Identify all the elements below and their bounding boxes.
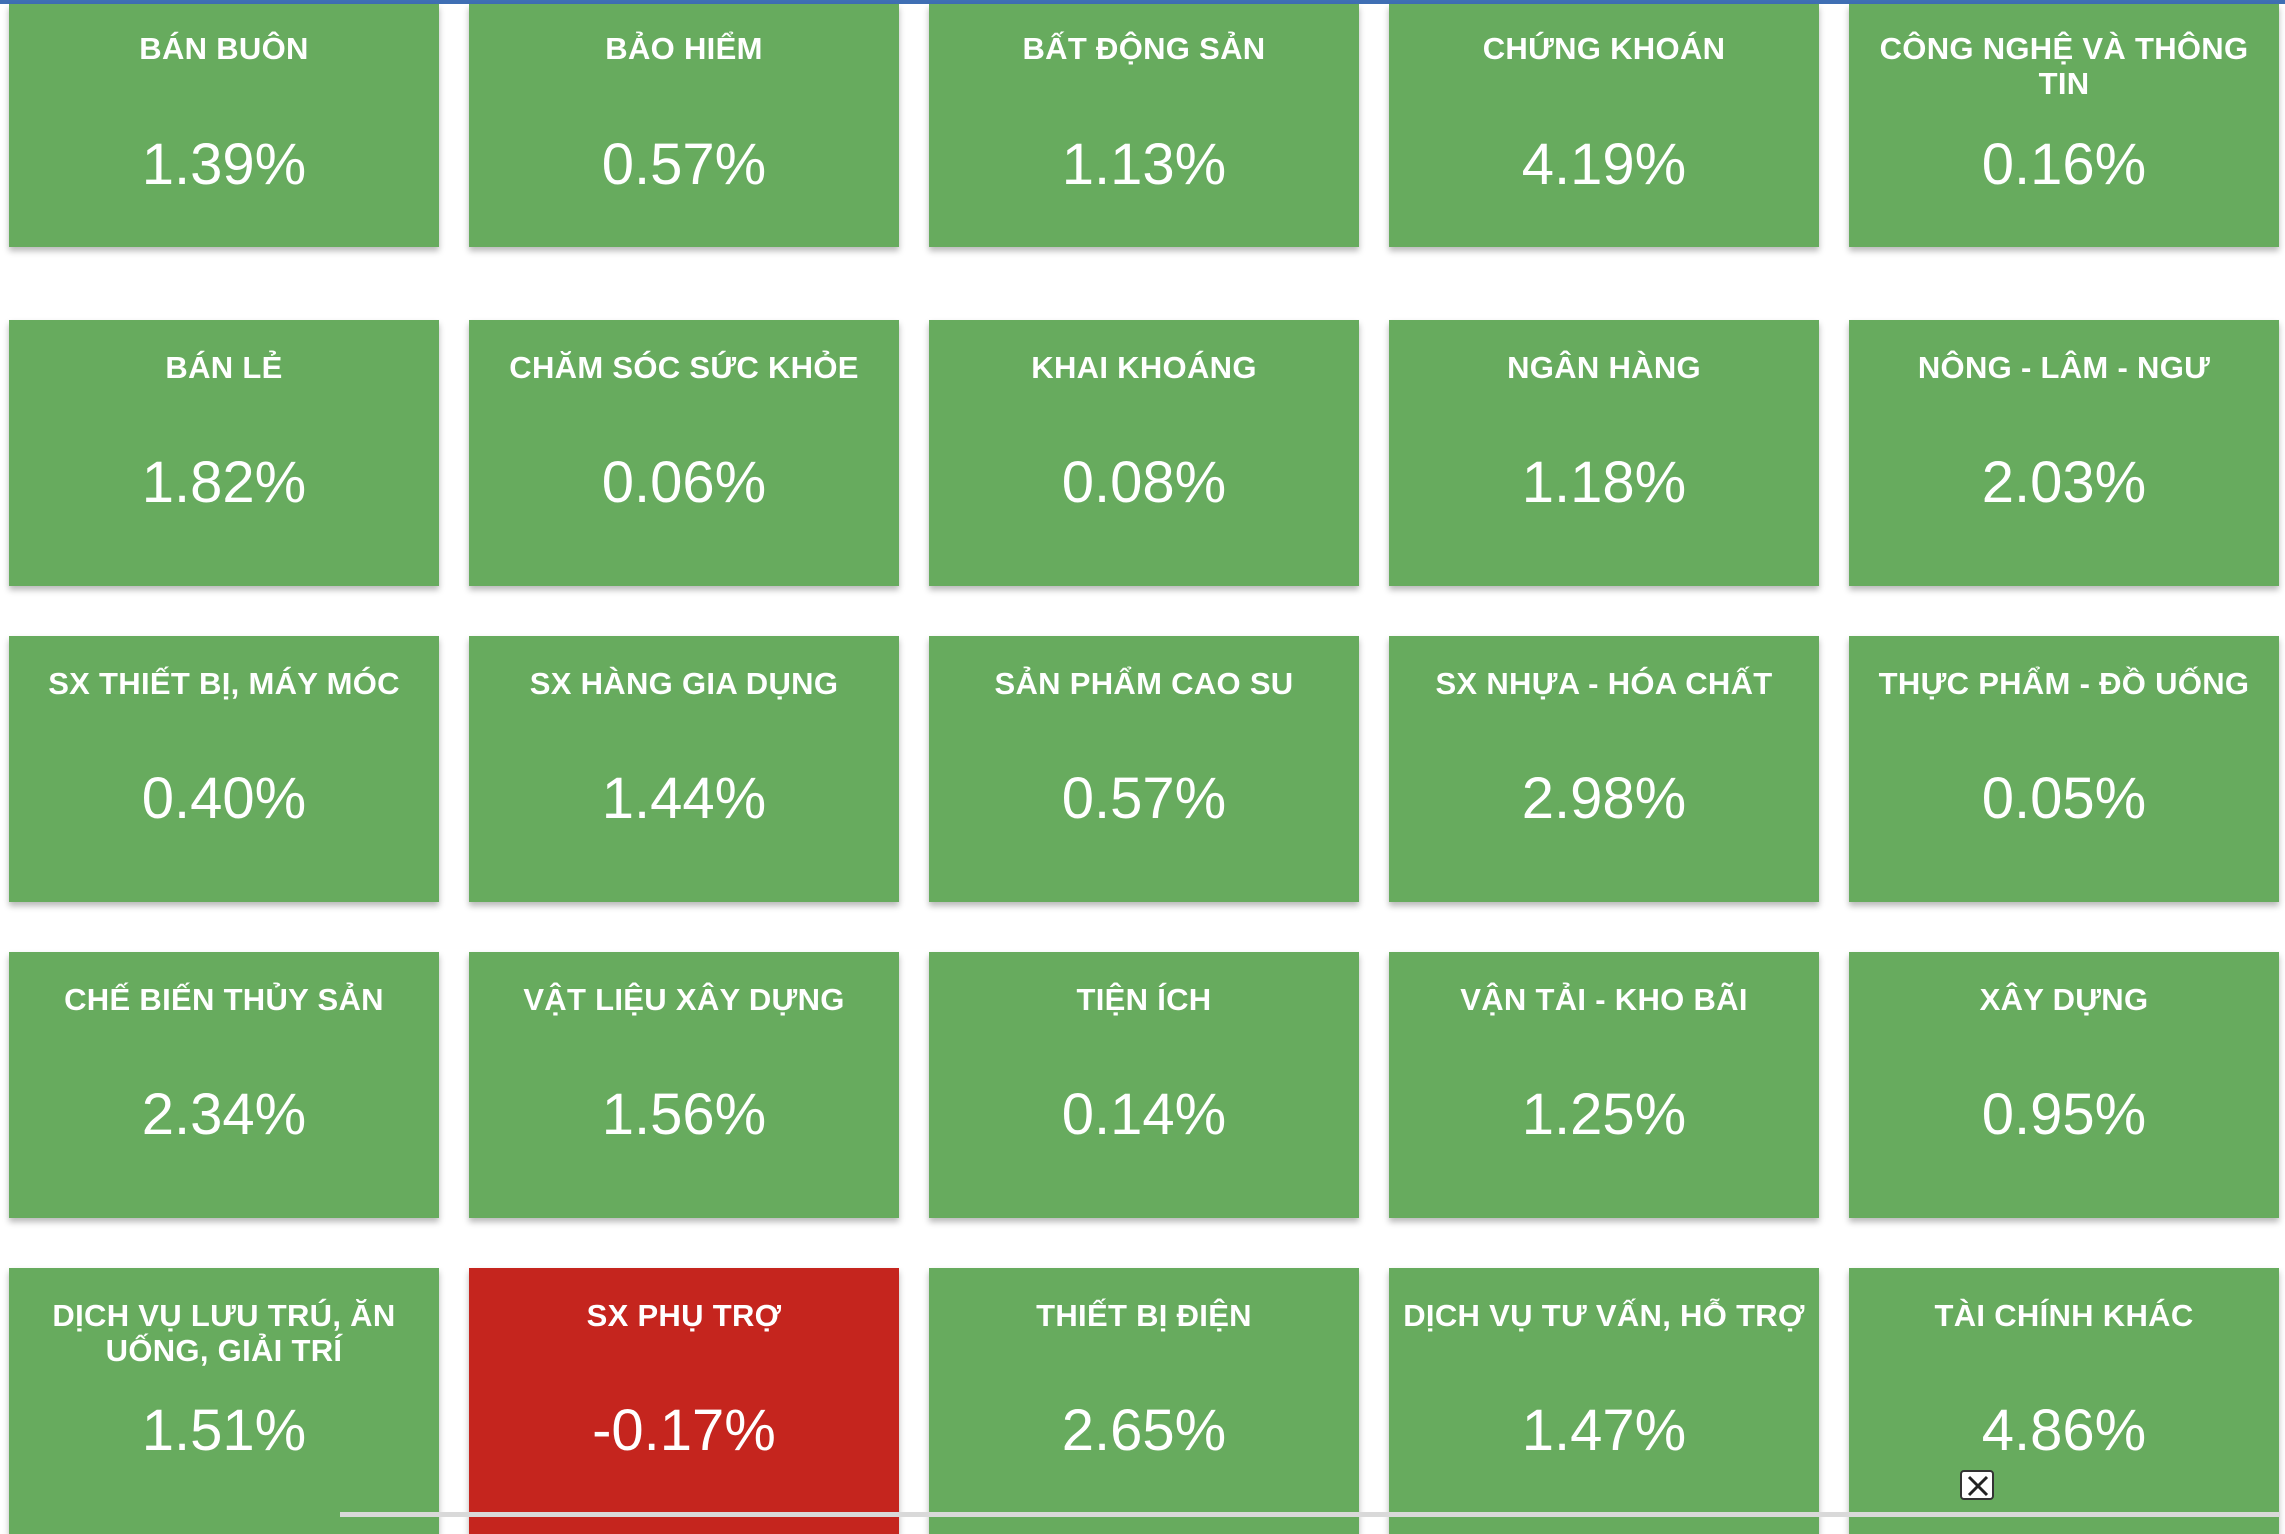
sector-change: 1.25% bbox=[1521, 1082, 1687, 1147]
sector-grid: BÁN BUÔN 1.39% BẢO HIỂM 0.57% BẤT ĐỘNG S… bbox=[9, 4, 2279, 1534]
sector-tile[interactable]: CÔNG NGHỆ VÀ THÔNG TIN 0.16% bbox=[1849, 4, 2279, 247]
sector-name: CÔNG NGHỆ VÀ THÔNG TIN bbox=[1879, 31, 2249, 101]
sector-change: 1.82% bbox=[141, 450, 307, 515]
sector-change: 4.19% bbox=[1521, 132, 1687, 197]
sector-name: VẬN TẢI - KHO BÃI bbox=[1460, 982, 1748, 1017]
sector-name: NGÂN HÀNG bbox=[1507, 350, 1701, 385]
sector-tile[interactable]: DỊCH VỤ TƯ VẤN, HỖ TRỢ 1.47% bbox=[1389, 1268, 1819, 1534]
sector-tile[interactable]: VẬN TẢI - KHO BÃI 1.25% bbox=[1389, 952, 1819, 1218]
sector-tile[interactable]: BẢO HIỂM 0.57% bbox=[469, 4, 899, 247]
sector-tile[interactable]: SX NHỰA - HÓA CHẤT 2.98% bbox=[1389, 636, 1819, 902]
sector-name: CHỨNG KHOÁN bbox=[1482, 31, 1726, 66]
sector-name: BẤT ĐỘNG SẢN bbox=[1022, 31, 1266, 66]
top-border bbox=[0, 0, 2285, 4]
sector-name: BẢO HIỂM bbox=[605, 31, 763, 66]
sector-name: SX HÀNG GIA DỤNG bbox=[529, 666, 839, 701]
sector-name: CHẾ BIẾN THỦY SẢN bbox=[64, 982, 384, 1017]
sector-name: THỰC PHẨM - ĐỒ UỐNG bbox=[1878, 666, 2250, 701]
sector-name: KHAI KHOÁNG bbox=[1031, 350, 1257, 385]
bottom-divider bbox=[340, 1512, 2280, 1517]
sector-name: CHĂM SÓC SỨC KHỎE bbox=[509, 350, 859, 385]
sector-name: THIẾT BỊ ĐIỆN bbox=[1036, 1298, 1252, 1333]
sector-name: SX THIẾT BỊ, MÁY MÓC bbox=[48, 666, 400, 701]
sector-change: 2.34% bbox=[141, 1082, 307, 1147]
sector-tile[interactable]: SX HÀNG GIA DỤNG 1.44% bbox=[469, 636, 899, 902]
sector-name: SẢN PHẨM CAO SU bbox=[994, 666, 1294, 701]
sector-tile[interactable]: KHAI KHOÁNG 0.08% bbox=[929, 320, 1359, 586]
sector-tile[interactable]: THỰC PHẨM - ĐỒ UỐNG 0.05% bbox=[1849, 636, 2279, 902]
sector-change: 0.16% bbox=[1981, 132, 2147, 197]
sector-name: TÀI CHÍNH KHÁC bbox=[1934, 1298, 2194, 1333]
sector-tile[interactable]: BẤT ĐỘNG SẢN 1.13% bbox=[929, 4, 1359, 247]
sector-change: 4.86% bbox=[1981, 1398, 2147, 1463]
sector-tile[interactable]: DỊCH VỤ LƯU TRÚ, ĂN UỐNG, GIẢI TRÍ 1.51% bbox=[9, 1268, 439, 1534]
sector-change: 0.95% bbox=[1981, 1082, 2147, 1147]
sector-change: 0.14% bbox=[1061, 1082, 1227, 1147]
close-icon bbox=[1967, 1475, 1989, 1497]
sector-tile[interactable]: NÔNG - LÂM - NGƯ 2.03% bbox=[1849, 320, 2279, 586]
sector-change: 0.08% bbox=[1061, 450, 1227, 515]
sector-name: BÁN BUÔN bbox=[139, 31, 309, 66]
sector-change: 1.51% bbox=[141, 1398, 307, 1463]
sector-change: 1.44% bbox=[601, 766, 767, 831]
sector-tile[interactable]: SẢN PHẨM CAO SU 0.57% bbox=[929, 636, 1359, 902]
sector-tile[interactable]: BÁN BUÔN 1.39% bbox=[9, 4, 439, 247]
sector-name: DỊCH VỤ TƯ VẤN, HỖ TRỢ bbox=[1403, 1298, 1805, 1333]
sector-name: SX PHỤ TRỢ bbox=[586, 1298, 782, 1333]
sector-tile[interactable]: TIỆN ÍCH 0.14% bbox=[929, 952, 1359, 1218]
sector-change: 1.18% bbox=[1521, 450, 1687, 515]
sector-name: VẬT LIỆU XÂY DỰNG bbox=[523, 982, 845, 1017]
sector-name: NÔNG - LÂM - NGƯ bbox=[1917, 350, 2211, 385]
sector-tile[interactable]: XÂY DỰNG 0.95% bbox=[1849, 952, 2279, 1218]
sector-tile[interactable]: CHĂM SÓC SỨC KHỎE 0.06% bbox=[469, 320, 899, 586]
sector-tile[interactable]: NGÂN HÀNG 1.18% bbox=[1389, 320, 1819, 586]
sector-name: TIỆN ÍCH bbox=[1076, 982, 1212, 1017]
sector-change: 0.57% bbox=[601, 132, 767, 197]
sector-name: XÂY DỰNG bbox=[1979, 982, 2149, 1017]
close-button[interactable] bbox=[1960, 1470, 1994, 1500]
sector-tile[interactable]: THIẾT BỊ ĐIỆN 2.65% bbox=[929, 1268, 1359, 1534]
sector-change: 2.98% bbox=[1521, 766, 1687, 831]
sector-change: 2.03% bbox=[1981, 450, 2147, 515]
sector-tile[interactable]: VẬT LIỆU XÂY DỰNG 1.56% bbox=[469, 952, 899, 1218]
sector-change: 1.39% bbox=[141, 132, 307, 197]
sector-change: 1.13% bbox=[1061, 132, 1227, 197]
sector-tile[interactable]: CHẾ BIẾN THỦY SẢN 2.34% bbox=[9, 952, 439, 1218]
sector-tile[interactable]: CHỨNG KHOÁN 4.19% bbox=[1389, 4, 1819, 247]
sector-name: DỊCH VỤ LƯU TRÚ, ĂN UỐNG, GIẢI TRÍ bbox=[52, 1298, 396, 1368]
sector-change: 2.65% bbox=[1061, 1398, 1227, 1463]
sector-change: 0.06% bbox=[601, 450, 767, 515]
sector-change: 1.47% bbox=[1521, 1398, 1687, 1463]
sector-change: 0.57% bbox=[1061, 766, 1227, 831]
sector-name: SX NHỰA - HÓA CHẤT bbox=[1435, 666, 1773, 701]
sector-tile[interactable]: SX PHỤ TRỢ -0.17% bbox=[469, 1268, 899, 1534]
sector-tile[interactable]: BÁN LẺ 1.82% bbox=[9, 320, 439, 586]
sector-change: 0.05% bbox=[1981, 766, 2147, 831]
sector-change: 0.40% bbox=[141, 766, 307, 831]
sector-tile[interactable]: TÀI CHÍNH KHÁC 4.86% bbox=[1849, 1268, 2279, 1534]
sector-change: -0.17% bbox=[592, 1398, 776, 1463]
sector-name: BÁN LẺ bbox=[165, 350, 283, 385]
sector-tile[interactable]: SX THIẾT BỊ, MÁY MÓC 0.40% bbox=[9, 636, 439, 902]
sector-change: 1.56% bbox=[601, 1082, 767, 1147]
